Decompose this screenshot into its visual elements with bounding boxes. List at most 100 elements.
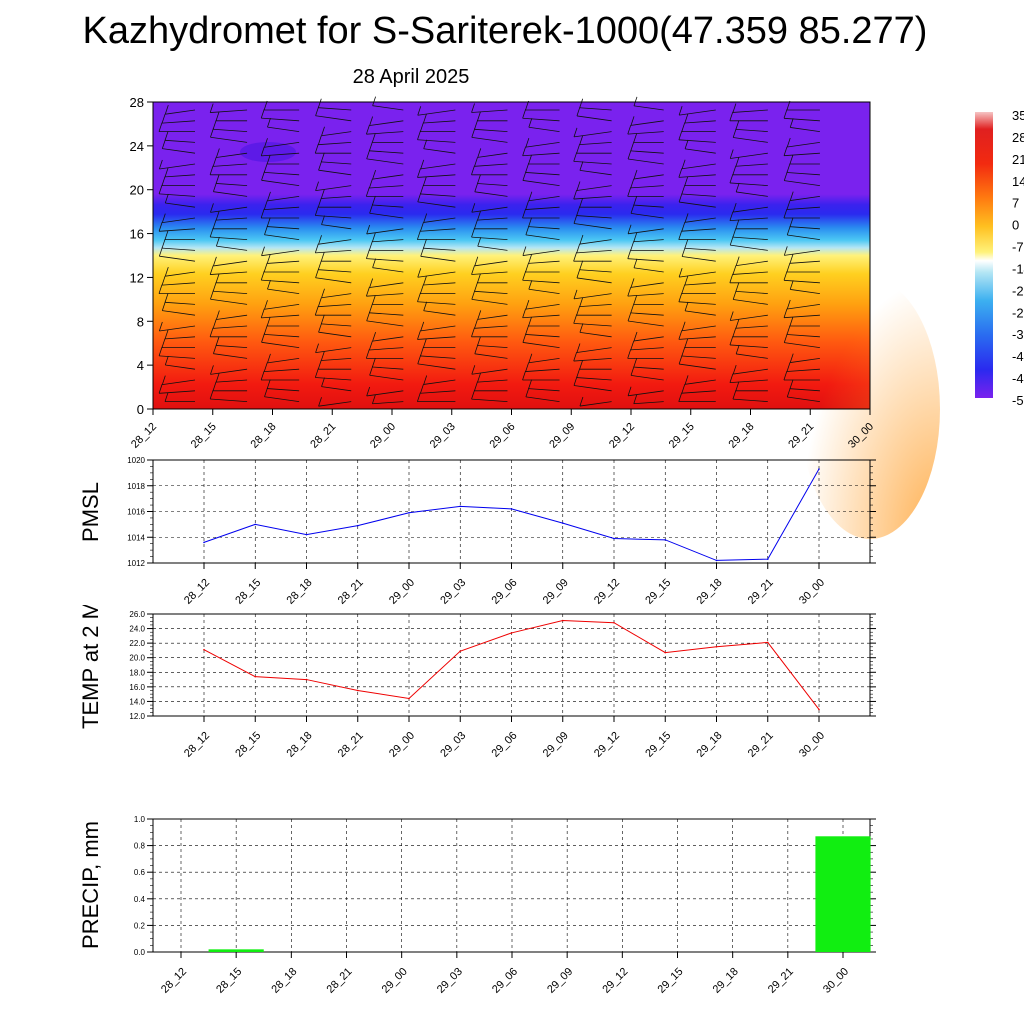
wind-barb-flag bbox=[786, 200, 791, 210]
wind-barb-flag bbox=[260, 370, 265, 381]
wind-barb-flag bbox=[417, 330, 421, 340]
wind-barb-flag bbox=[474, 157, 478, 167]
wind-barb-shaft bbox=[216, 314, 248, 320]
wind-barb-flag bbox=[573, 189, 578, 200]
wind-barb-shaft bbox=[165, 364, 196, 370]
wind-barb-flag bbox=[263, 262, 268, 273]
wind-barb-shaft bbox=[732, 398, 768, 402]
wind-barb-flag bbox=[474, 256, 479, 266]
wind-barb-shaft bbox=[159, 255, 196, 262]
wind-barb-flag bbox=[783, 271, 788, 281]
wind-barb-flag bbox=[576, 243, 581, 253]
wind-barb-shaft bbox=[787, 304, 820, 310]
wind-barb-flag bbox=[215, 310, 220, 320]
wind-barb-shaft bbox=[423, 120, 456, 124]
wind-barb-shaft bbox=[318, 269, 352, 273]
wind-barb-shaft bbox=[576, 377, 612, 381]
x-tick-label: 28_21 bbox=[308, 421, 338, 451]
wind-barb-flag bbox=[267, 280, 271, 290]
wind-barb-flag bbox=[684, 176, 689, 186]
wind-barb-shaft bbox=[417, 301, 456, 305]
x-tick-label: 28_18 bbox=[269, 966, 299, 996]
wind-barb-flag bbox=[317, 198, 322, 208]
wind-barb-flag bbox=[420, 346, 424, 357]
wind-barb-shaft bbox=[733, 206, 768, 213]
wind-barb-flag bbox=[417, 130, 421, 140]
wind-barb-shaft bbox=[783, 279, 820, 284]
y-axis-label: TEMP at 2 M bbox=[78, 605, 103, 729]
x-tick-label: 29_03 bbox=[435, 966, 465, 996]
y-tick-label: 24.0 bbox=[129, 625, 145, 634]
wind-barb-shaft bbox=[213, 353, 248, 359]
wind-barb-shaft bbox=[522, 250, 560, 256]
wind-barb-flag bbox=[573, 314, 578, 324]
wind-barb-flag bbox=[732, 327, 737, 337]
wind-barb-flag bbox=[477, 372, 481, 383]
x-tick-label: 29_21 bbox=[746, 577, 776, 605]
wind-barb-flag bbox=[732, 202, 737, 213]
wind-barb-flag bbox=[579, 360, 583, 370]
wind-barb-flag bbox=[164, 230, 169, 240]
wind-barb-shaft bbox=[369, 374, 404, 381]
x-tick-label: 28_21 bbox=[336, 577, 366, 605]
wind-barb-shaft bbox=[471, 398, 508, 402]
wind-barb-flag bbox=[158, 122, 163, 132]
wind-barb-flag bbox=[783, 370, 788, 381]
wind-barb-flag bbox=[627, 349, 632, 359]
wind-barb-flag bbox=[627, 249, 632, 259]
wind-barb-flag bbox=[627, 149, 632, 160]
wind-barb-flag bbox=[263, 362, 268, 372]
wind-barb-flag bbox=[573, 214, 578, 224]
wind-barb-flag bbox=[213, 344, 217, 354]
wind-barb-shaft bbox=[471, 236, 508, 240]
wind-barb-shaft bbox=[783, 314, 820, 319]
wind-barb-flag bbox=[314, 206, 319, 216]
wind-barb-shaft bbox=[417, 271, 456, 278]
wind-barb-flag bbox=[789, 379, 794, 389]
wind-barb-shaft bbox=[732, 271, 768, 275]
wind-barb-flag bbox=[366, 224, 371, 235]
wind-barb-shaft bbox=[729, 217, 768, 222]
x-tick-label: 29_21 bbox=[766, 966, 796, 996]
wind-barb-flag bbox=[678, 106, 683, 116]
y-tick-label: 20.0 bbox=[129, 654, 145, 663]
plot-frame bbox=[152, 459, 871, 564]
wind-barb-shaft bbox=[267, 260, 300, 264]
wind-barb-flag bbox=[318, 397, 322, 407]
y-tick-label: 12.0 bbox=[129, 712, 145, 721]
wind-barb-flag bbox=[471, 327, 475, 337]
wind-barb-flag bbox=[263, 325, 268, 335]
wind-barb-flag bbox=[164, 105, 169, 115]
x-tick-label: 28_15 bbox=[233, 577, 263, 605]
wind-barb-shaft bbox=[372, 401, 404, 405]
plot-frame bbox=[152, 818, 871, 953]
wind-barb-flag bbox=[735, 120, 740, 130]
wind-barb-flag bbox=[215, 373, 220, 383]
wind-barb-flag bbox=[210, 128, 214, 138]
wind-barb-flag bbox=[576, 306, 580, 316]
wind-barb-flag bbox=[786, 387, 791, 398]
wind-barb-shaft bbox=[685, 217, 716, 223]
x-tick-label: 29_03 bbox=[428, 421, 458, 451]
wind-barb-shaft bbox=[627, 293, 664, 297]
wind-barb-shaft bbox=[315, 215, 352, 219]
wind-barb-shaft bbox=[474, 290, 508, 294]
wind-barb-flag bbox=[209, 227, 214, 238]
wind-barb-flag bbox=[267, 118, 271, 128]
wind-barb-flag bbox=[368, 241, 373, 251]
series-point bbox=[356, 524, 359, 527]
wind-barb-shaft bbox=[579, 401, 612, 407]
x-tick-label: 29_00 bbox=[380, 966, 410, 996]
wind-barb-flag bbox=[522, 171, 527, 181]
wind-barb-flag bbox=[164, 167, 169, 178]
wind-barb-shaft bbox=[730, 152, 768, 159]
wind-barb-shaft bbox=[261, 279, 300, 284]
series-point bbox=[254, 675, 257, 678]
wind-barb-flag bbox=[314, 368, 319, 378]
wind-barb-shaft bbox=[679, 363, 716, 370]
wind-barb-shaft bbox=[789, 388, 820, 392]
x-tick-label: 29_18 bbox=[727, 421, 757, 451]
wind-barb-flag bbox=[321, 215, 325, 225]
wind-barb-flag bbox=[786, 137, 791, 148]
wind-barb-flag bbox=[630, 340, 635, 351]
